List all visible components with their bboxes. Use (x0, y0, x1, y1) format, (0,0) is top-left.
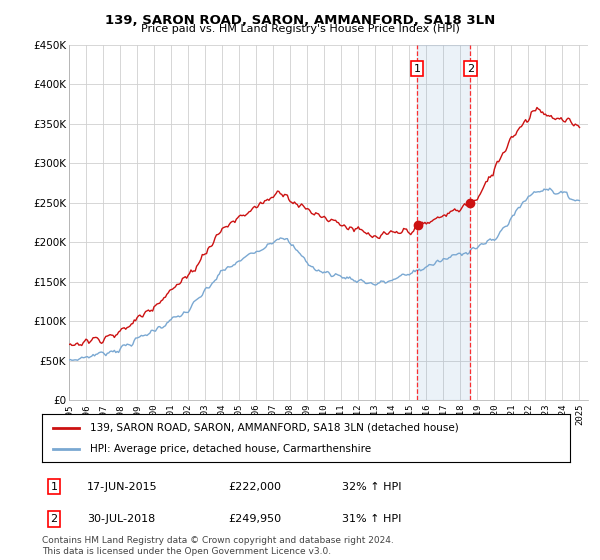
Bar (417, 45, 470, 400)
Text: 17-JUN-2015: 17-JUN-2015 (87, 482, 158, 492)
Text: 30-JUL-2018: 30-JUL-2018 (87, 514, 155, 524)
Text: 1: 1 (50, 482, 58, 492)
Text: 2: 2 (467, 63, 474, 73)
Text: HPI: Average price, detached house, Carmarthenshire: HPI: Average price, detached house, Carm… (89, 444, 371, 454)
Text: 139, SARON ROAD, SARON, AMMANFORD, SA18 3LN (detached house): 139, SARON ROAD, SARON, AMMANFORD, SA18 … (89, 423, 458, 433)
Text: 1: 1 (413, 63, 421, 73)
Text: Contains HM Land Registry data © Crown copyright and database right 2024.
This d: Contains HM Land Registry data © Crown c… (42, 536, 394, 556)
Text: £249,950: £249,950 (228, 514, 281, 524)
Text: 139, SARON ROAD, SARON, AMMANFORD, SA18 3LN: 139, SARON ROAD, SARON, AMMANFORD, SA18 … (105, 14, 495, 27)
Text: £222,000: £222,000 (228, 482, 281, 492)
Text: 31% ↑ HPI: 31% ↑ HPI (342, 514, 401, 524)
Text: Price paid vs. HM Land Registry's House Price Index (HPI): Price paid vs. HM Land Registry's House … (140, 24, 460, 34)
Text: 2: 2 (50, 514, 58, 524)
Text: 32% ↑ HPI: 32% ↑ HPI (342, 482, 401, 492)
